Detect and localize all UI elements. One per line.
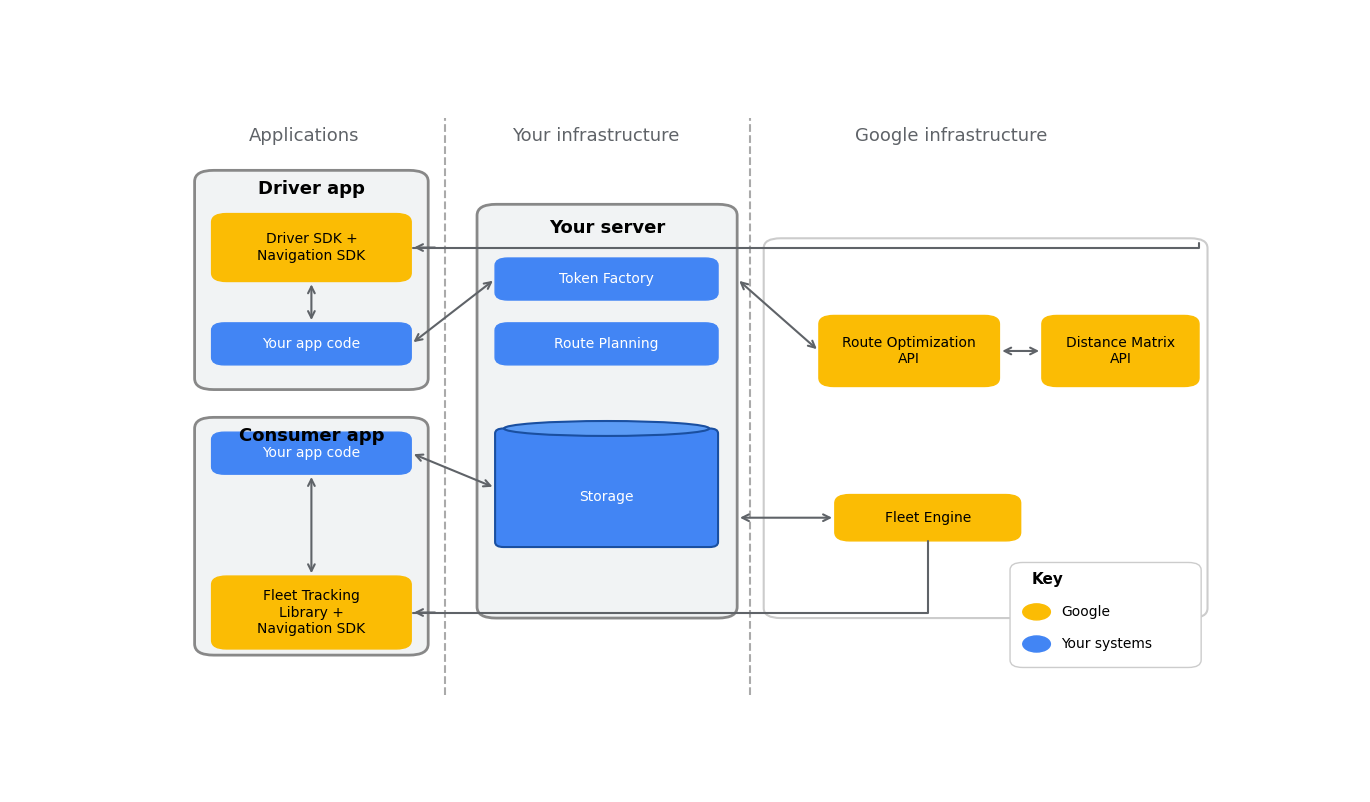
Text: Your infrastructure: Your infrastructure bbox=[512, 128, 680, 145]
Text: Your server: Your server bbox=[549, 219, 666, 237]
Ellipse shape bbox=[504, 532, 710, 546]
Ellipse shape bbox=[504, 421, 710, 436]
Circle shape bbox=[1023, 604, 1051, 620]
Text: Route Planning: Route Planning bbox=[555, 337, 659, 350]
FancyBboxPatch shape bbox=[195, 170, 429, 390]
FancyBboxPatch shape bbox=[819, 315, 1000, 387]
FancyBboxPatch shape bbox=[763, 238, 1207, 618]
Circle shape bbox=[1023, 636, 1051, 652]
Text: Key: Key bbox=[1032, 573, 1063, 587]
Text: Driver SDK +
Navigation SDK: Driver SDK + Navigation SDK bbox=[258, 233, 366, 262]
Text: Token Factory: Token Factory bbox=[559, 272, 653, 286]
Text: Fleet Tracking
Library +
Navigation SDK: Fleet Tracking Library + Navigation SDK bbox=[258, 589, 366, 636]
FancyBboxPatch shape bbox=[495, 428, 718, 547]
FancyBboxPatch shape bbox=[211, 323, 411, 365]
Text: Consumer app: Consumer app bbox=[238, 427, 384, 445]
Text: Your app code: Your app code bbox=[262, 446, 360, 460]
FancyBboxPatch shape bbox=[834, 495, 1021, 541]
FancyBboxPatch shape bbox=[1010, 562, 1201, 667]
Text: Fleet Engine: Fleet Engine bbox=[885, 511, 971, 525]
FancyBboxPatch shape bbox=[495, 323, 718, 365]
FancyBboxPatch shape bbox=[195, 417, 429, 655]
Text: Applications: Applications bbox=[249, 128, 359, 145]
FancyBboxPatch shape bbox=[211, 576, 411, 649]
Text: Your app code: Your app code bbox=[262, 337, 360, 350]
Text: Route Optimization
API: Route Optimization API bbox=[843, 336, 975, 366]
Text: Driver app: Driver app bbox=[258, 180, 364, 198]
Text: Distance Matrix
API: Distance Matrix API bbox=[1066, 336, 1175, 366]
FancyBboxPatch shape bbox=[1041, 315, 1199, 387]
FancyBboxPatch shape bbox=[211, 213, 411, 282]
FancyBboxPatch shape bbox=[477, 205, 737, 618]
Text: Google: Google bbox=[1060, 605, 1110, 619]
FancyBboxPatch shape bbox=[495, 258, 718, 300]
Text: Google infrastructure: Google infrastructure bbox=[855, 128, 1048, 145]
Text: Your systems: Your systems bbox=[1060, 637, 1152, 651]
Text: Storage: Storage bbox=[580, 490, 634, 504]
FancyBboxPatch shape bbox=[211, 432, 411, 474]
